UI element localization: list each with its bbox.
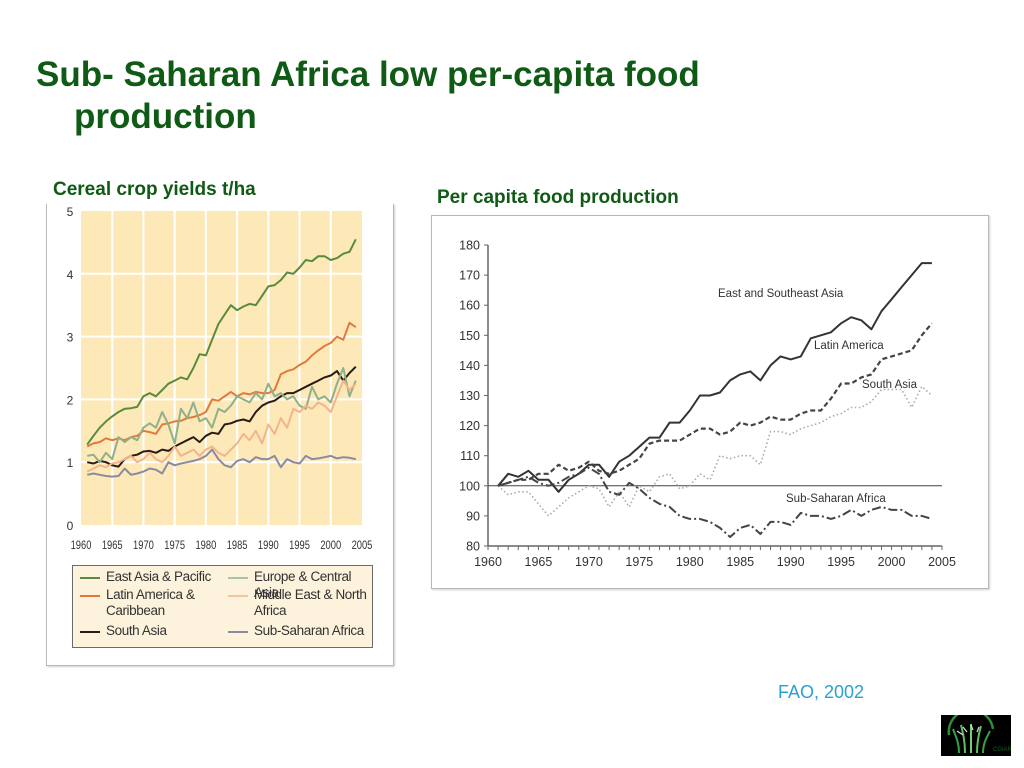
cereal-yields-chart-title: Cereal crop yields t/ha xyxy=(53,179,256,200)
per-capita-x-tick-label: 1980 xyxy=(676,555,704,569)
per-capita-x-tick-label: 2000 xyxy=(878,555,906,569)
legend-label: Middle East & North Africa xyxy=(254,587,367,618)
per-capita-x-tick-label: 1985 xyxy=(726,555,754,569)
per-capita-y-tick-label: 140 xyxy=(459,359,480,373)
per-capita-y-tick-label: 170 xyxy=(459,269,480,283)
per-capita-y-tick-label: 90 xyxy=(466,509,480,523)
cgiar-wheat-logo: CGIAR xyxy=(941,715,1011,756)
legend-item: Latin America & Caribbean xyxy=(80,587,195,619)
cereal-y-tick-label: 2 xyxy=(67,393,74,407)
cereal-yields-legend: East Asia & Pacific Latin America & Caribb… xyxy=(72,565,373,648)
legend-label: Sub-Saharan Africa xyxy=(254,623,364,638)
legend-swatch xyxy=(80,577,100,579)
cereal-x-tick-label: 2000 xyxy=(320,539,341,552)
wheat-logo-icon: CGIAR xyxy=(947,715,1011,754)
per-capita-y-tick-label: 160 xyxy=(459,299,480,313)
slide-title-line-2: production xyxy=(74,97,257,136)
per-capita-chart: 80 90 100 110 120 130 140 150 160 170 180 1960 1965 1… xyxy=(459,239,956,570)
cereal-y-tick-label: 4 xyxy=(67,268,74,282)
per-capita-y-tick-label: 120 xyxy=(459,419,480,433)
cereal-x-tick-label: 1985 xyxy=(227,539,248,552)
per-capita-series-latin-america xyxy=(497,322,933,487)
legend-swatch xyxy=(228,595,248,597)
legend-item: East Asia & Pacific xyxy=(80,569,211,585)
cereal-x-tick-label: 1965 xyxy=(102,539,123,552)
cereal-x-tick-label: 1960 xyxy=(71,539,92,552)
per-capita-x-tick-label: 1975 xyxy=(625,555,653,569)
per-capita-y-tick-label: 110 xyxy=(460,449,480,463)
per-capita-series-south-asia xyxy=(497,385,933,517)
legend-swatch xyxy=(80,631,100,633)
cereal-y-tick-label: 0 xyxy=(67,519,74,533)
cereal-x-tick-label: 1980 xyxy=(195,539,216,552)
svg-text:CGIAR: CGIAR xyxy=(993,747,1011,753)
legend-swatch xyxy=(80,595,100,597)
per-capita-chart-frame xyxy=(431,215,989,589)
per-capita-y-tick-label: 150 xyxy=(459,329,480,343)
cereal-series-east-asia-pacific xyxy=(86,238,357,446)
per-capita-series-sub-saharan-africa xyxy=(497,466,933,538)
per-capita-y-tick-label: 100 xyxy=(459,479,480,493)
per-capita-series-label: South Asia xyxy=(862,379,918,391)
cereal-x-tick-label: 1990 xyxy=(258,539,279,552)
per-capita-x-tick-label: 1960 xyxy=(474,555,502,569)
legend-item: Europe & Central Asia xyxy=(228,569,372,601)
slide-title-line-1: Sub- Saharan Africa low per-capita food xyxy=(36,55,700,94)
legend-item: Sub-Saharan Africa xyxy=(228,623,364,639)
legend-label: South Asia xyxy=(106,623,167,638)
cereal-y-tick-label: 5 xyxy=(67,205,74,219)
per-capita-y-tick-label: 130 xyxy=(459,389,480,403)
per-capita-x-tick-label: 1995 xyxy=(827,555,855,569)
per-capita-series-label: Latin America xyxy=(814,340,884,352)
per-capita-x-tick-label: 1970 xyxy=(575,555,603,569)
cereal-x-tick-label: 2005 xyxy=(352,539,373,552)
per-capita-x-tick-label: 1965 xyxy=(525,555,553,569)
cereal-series-sub-saharan-africa xyxy=(86,448,357,478)
cereal-yields-chart: 1960 1965 1970 1975 1980 1985 1990 1995 2000 2005… xyxy=(67,205,373,552)
per-capita-chart-title: Per capita food production xyxy=(437,187,679,208)
cereal-x-tick-label: 1995 xyxy=(289,539,310,552)
cereal-series-europe-central-asia xyxy=(87,367,357,464)
per-capita-series-label: Sub-Saharan Africa xyxy=(786,493,886,505)
legend-swatch xyxy=(228,577,248,579)
legend-item: Middle East & North Africa xyxy=(228,587,367,619)
source-citation: FAO, 2002 xyxy=(778,682,865,702)
legend-label: Europe & Central Asia xyxy=(254,569,352,600)
cereal-y-tick-label: 3 xyxy=(67,331,74,345)
per-capita-x-tick-label: 2005 xyxy=(928,555,956,569)
per-capita-y-tick-label: 180 xyxy=(459,239,480,253)
cereal-series-middle-east-north-africa xyxy=(86,379,357,473)
per-capita-y-tick-label: 80 xyxy=(466,540,480,554)
legend-label: Latin America & Caribbean xyxy=(106,587,195,618)
per-capita-series-east-and-southeast-asia xyxy=(497,262,932,493)
cereal-plot-area xyxy=(81,211,362,525)
cereal-x-tick-label: 1975 xyxy=(164,539,185,552)
cereal-y-tick-label: 1 xyxy=(67,456,74,470)
slide-title: Sub- Saharan Africa low per-capita food … xyxy=(36,54,836,138)
legend-swatch xyxy=(228,631,248,633)
legend-label: East Asia & Pacific xyxy=(106,569,211,584)
legend-item: South Asia xyxy=(80,623,167,639)
per-capita-series-label: East and Southeast Asia xyxy=(718,288,844,300)
per-capita-x-tick-label: 1990 xyxy=(777,555,805,569)
cereal-x-tick-label: 1970 xyxy=(133,539,154,552)
